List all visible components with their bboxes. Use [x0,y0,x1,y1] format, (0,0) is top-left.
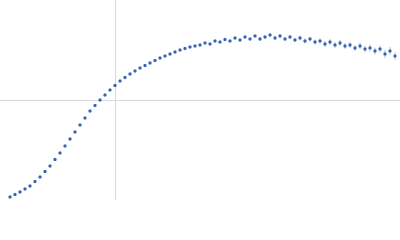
point [333,43,337,47]
point [143,63,147,68]
point [228,39,232,43]
point [328,40,332,44]
point [253,34,257,38]
point [393,54,397,58]
point [68,137,72,141]
point [203,41,207,45]
point [168,52,172,56]
point [303,39,307,43]
point [363,47,367,51]
point [133,69,137,73]
point [388,49,392,53]
point [223,37,227,42]
point [88,109,92,113]
point [118,79,122,83]
chart [0,0,400,200]
point [368,46,372,50]
point [248,37,252,41]
point [43,169,47,174]
point [138,66,142,70]
point [283,37,287,41]
point [98,98,102,102]
point [163,54,167,58]
point [148,61,152,65]
point [23,187,27,191]
point [113,83,117,88]
point [28,184,32,188]
point [108,88,112,92]
point [48,164,52,168]
point [153,58,157,63]
point [353,46,357,50]
point [313,40,317,44]
point [193,44,197,48]
point [378,47,382,51]
point [178,48,182,52]
point [158,56,162,60]
point [233,36,237,40]
point [263,35,267,39]
point [38,175,42,179]
point [58,151,62,155]
point [348,43,352,47]
point [8,195,12,199]
point [33,179,37,184]
point [288,35,292,39]
point [218,40,222,44]
point [93,103,97,108]
point [208,42,212,46]
point [53,157,57,162]
point [173,50,177,54]
point [18,190,22,194]
point [213,39,217,43]
point [243,35,247,39]
point [323,42,327,46]
point [383,52,387,56]
point [238,38,242,42]
point [343,44,347,48]
point [183,46,187,51]
point [273,36,277,40]
point [63,144,67,148]
point [318,39,322,43]
point [373,49,377,53]
point [278,34,282,38]
point [83,116,87,120]
point [188,45,192,49]
point [103,93,107,97]
point [128,72,132,76]
point [358,44,362,48]
point [293,38,297,42]
point [123,75,127,80]
point [78,123,82,127]
point [268,33,272,37]
point [73,130,77,134]
point [298,36,302,40]
point [308,37,312,41]
point [338,41,342,45]
point [198,43,202,47]
point [258,37,262,41]
point [13,192,17,197]
